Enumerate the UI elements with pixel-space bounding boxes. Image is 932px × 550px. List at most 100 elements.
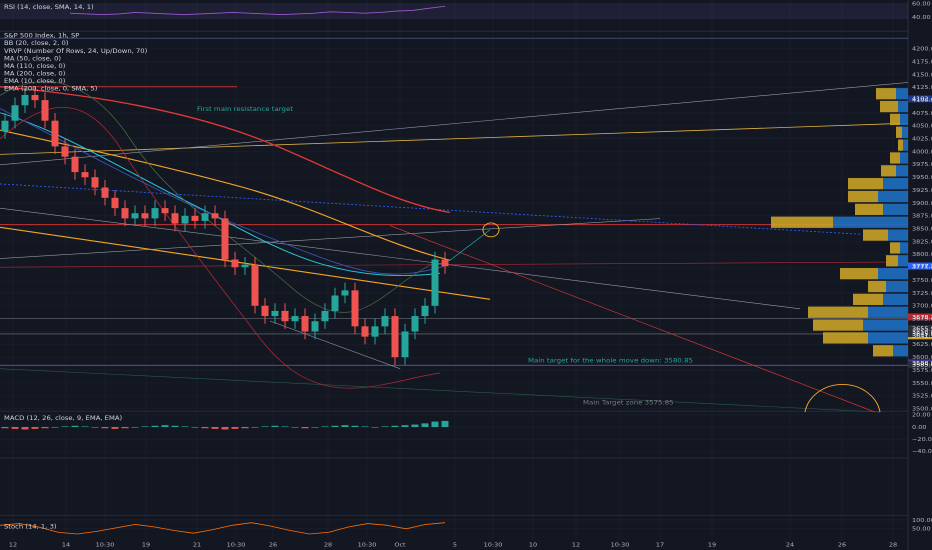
ma-200 <box>0 86 451 214</box>
volume-up <box>883 203 908 216</box>
bollinger-lower <box>0 107 441 389</box>
macd-bar <box>371 427 379 428</box>
price-tag-label: 3777.31 <box>912 263 932 269</box>
candle-body <box>121 208 129 219</box>
candle-body <box>181 215 189 224</box>
x-tick-label: 10:30 <box>227 542 246 548</box>
indicator-label: EMA (10, close, 0) <box>4 78 65 84</box>
volume-down <box>863 229 888 241</box>
macd-bar <box>441 420 449 428</box>
stoch-line <box>0 522 446 535</box>
y-tick-label: 4000.00 <box>912 149 932 155</box>
candle-body <box>81 172 89 178</box>
candle-body <box>11 105 19 121</box>
candle-body <box>71 156 79 173</box>
volume-up <box>868 306 908 318</box>
volume-down <box>808 306 868 318</box>
price-tag <box>908 361 932 369</box>
macd-bar <box>61 426 69 428</box>
volume-up <box>893 345 908 357</box>
price-tag-label: 3641.59 <box>912 333 932 339</box>
candle-body <box>341 290 349 296</box>
indicator-label: VRVP (Number Of Rows, 24, Up/Down, 70) <box>4 48 147 54</box>
price-tag-label: 3645.99 <box>912 331 932 337</box>
y-tick-label: 3525.00 <box>912 393 932 399</box>
target-circle <box>482 222 500 238</box>
annotation: Main Target zone 3575.85 <box>583 399 674 406</box>
volume-down <box>771 216 833 228</box>
y-tick-label: 50.00 <box>912 526 931 532</box>
candle-body <box>321 310 329 322</box>
macd-bar <box>421 423 429 428</box>
volume-up <box>900 242 908 254</box>
macd-bar <box>361 426 369 428</box>
projection <box>449 229 491 261</box>
candle-body <box>401 331 409 358</box>
volume-up <box>878 190 908 203</box>
x-tick-label: 14 <box>62 542 70 548</box>
candle-body <box>31 94 39 101</box>
volume-down <box>898 139 903 151</box>
x-tick-label: 10:30 <box>611 542 630 548</box>
volume-up <box>886 280 908 293</box>
horizontal-line <box>0 261 909 268</box>
volume-up <box>868 332 908 344</box>
grid <box>0 0 908 540</box>
y-tick-label: 3725.00 <box>912 290 932 296</box>
marks <box>0 5 932 535</box>
x-tick-label: 12 <box>572 542 580 548</box>
candle-body <box>171 213 179 224</box>
volume-down <box>896 126 902 138</box>
macd-bar <box>321 426 329 428</box>
candle-body <box>361 326 369 337</box>
price-tag <box>908 330 932 338</box>
candle-body <box>331 295 339 311</box>
volume-down <box>873 345 893 357</box>
macd-bar <box>301 427 309 429</box>
candle-body <box>131 213 139 219</box>
candle-body <box>311 321 319 332</box>
macd-bar <box>271 425 279 428</box>
ma-line <box>0 108 451 275</box>
y-tick-label: 4025.00 <box>912 136 932 142</box>
x-tick-label: 26 <box>269 542 277 548</box>
indicator-label: MA (200, close, 0) <box>4 71 65 77</box>
volume-down <box>890 242 900 254</box>
price-tag <box>908 262 932 270</box>
y-tick-label: 3575.00 <box>912 367 932 373</box>
rsi-band <box>0 3 908 20</box>
x-tick-label: 26 <box>838 542 846 548</box>
volume-up <box>902 126 908 138</box>
candle-body <box>101 187 109 198</box>
trend-line <box>0 122 909 155</box>
x-tick-label: 12 <box>9 542 17 548</box>
candle-body <box>281 310 289 322</box>
x-tick-label: 24 <box>786 542 794 548</box>
y-tick-label: 3600.00 <box>912 354 932 360</box>
volume-down <box>880 100 898 113</box>
volume-up <box>896 165 908 177</box>
macd-bar <box>81 426 89 428</box>
candle-body <box>431 259 439 306</box>
x-tick-label: 28 <box>324 542 332 548</box>
annotation: First main resistance target <box>197 106 293 113</box>
trend-line <box>0 368 881 413</box>
volume-up <box>900 152 908 164</box>
y-tick-label: 4075.00 <box>912 110 932 116</box>
channel-line <box>269 320 401 369</box>
volume-down <box>876 88 896 100</box>
macd-bar <box>381 426 389 428</box>
candle-body <box>381 316 389 327</box>
volume-up <box>883 178 908 190</box>
macd-bar <box>411 424 419 428</box>
candle-body <box>1 120 9 131</box>
candle-body <box>111 197 119 209</box>
y-tick-label: 3825.00 <box>912 239 932 245</box>
macd-bar <box>341 425 349 428</box>
macd-bar <box>431 421 439 428</box>
macd-bar <box>21 427 29 430</box>
macd-bar <box>71 425 79 428</box>
y-tick-label: 60.00 <box>912 1 931 7</box>
volume-down <box>886 255 898 267</box>
